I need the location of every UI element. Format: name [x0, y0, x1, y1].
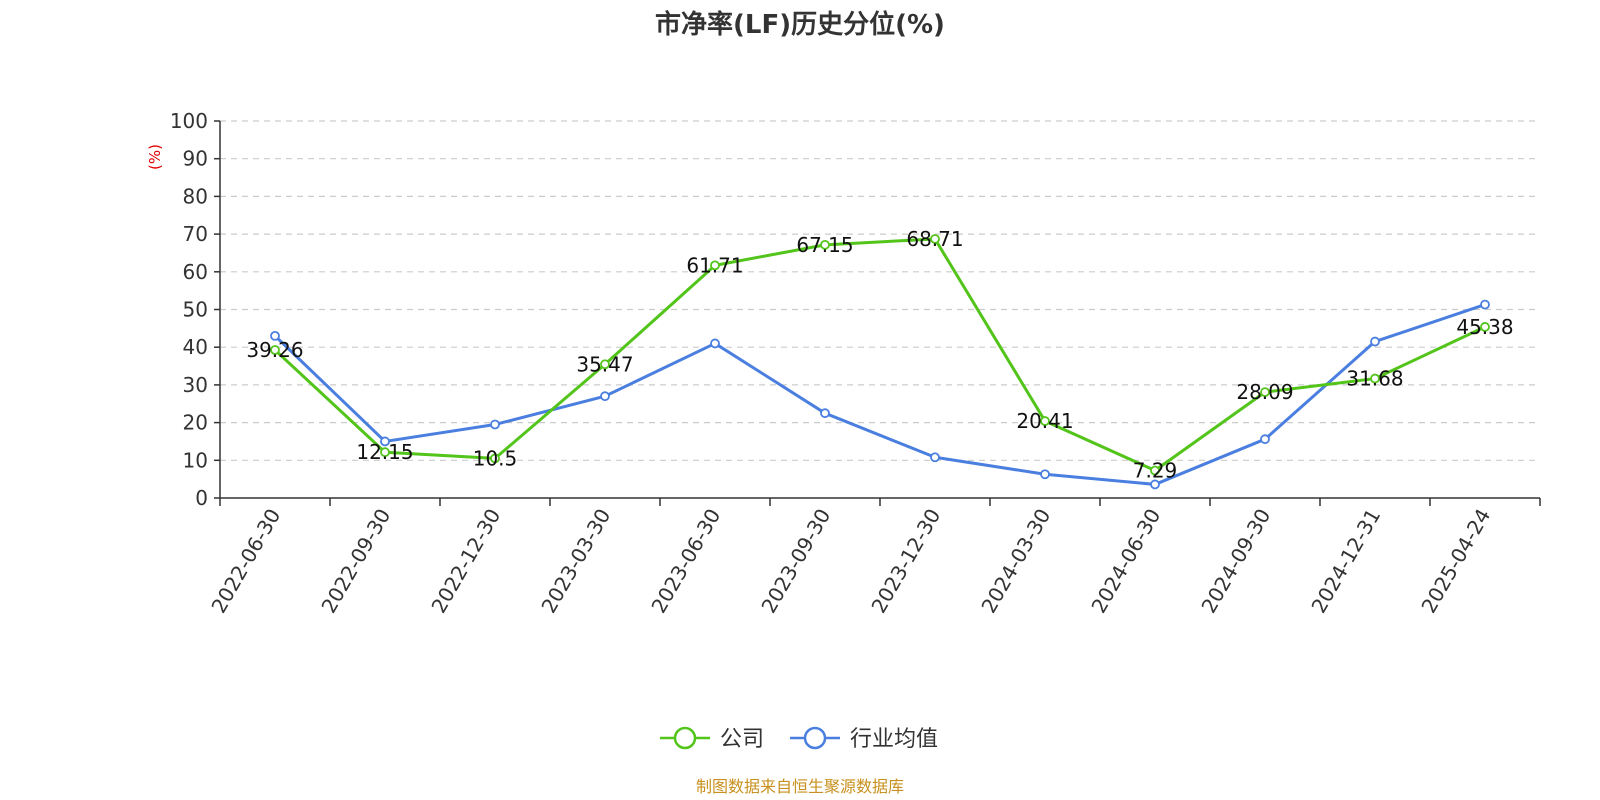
data-point[interactable]	[1040, 469, 1050, 480]
x-tick-label: 2022-12-30	[426, 505, 505, 618]
x-tick-label: 2023-06-30	[646, 505, 725, 618]
x-tick-label: 2024-12-31	[1306, 505, 1385, 618]
data-label: 67.15	[796, 233, 853, 257]
data-label: 31.68	[1346, 367, 1403, 391]
y-tick-label: 60	[183, 260, 208, 284]
data-point[interactable]	[600, 391, 610, 402]
data-point[interactable]	[490, 419, 500, 430]
data-point[interactable]	[600, 359, 610, 370]
data-point[interactable]	[1370, 373, 1380, 384]
y-tick-label: 20	[183, 411, 208, 435]
data-point[interactable]	[1260, 387, 1270, 398]
data-label: 10.5	[473, 446, 518, 470]
x-tick-label: 2024-09-30	[1196, 505, 1275, 618]
y-tick-label: 0	[195, 486, 208, 510]
x-tick-label: 2022-06-30	[206, 505, 285, 618]
y-tick-label: 10	[183, 448, 208, 472]
x-tick-labels: 2022-06-30 2022-09-30 2022-12-30 2023-03-30…	[206, 505, 1495, 618]
data-label: 39.26	[246, 338, 303, 362]
source-note: 制图数据来自恒生聚源数据库	[696, 777, 904, 796]
x-tick-label: 2024-06-30	[1086, 505, 1165, 618]
y-tick-labels: 0 10 20 30 40 50 60 70 80 90 100	[170, 109, 208, 510]
data-point[interactable]	[1040, 416, 1050, 426]
data-point[interactable]	[1480, 322, 1490, 332]
y-tick-label: 90	[183, 147, 208, 171]
legend[interactable]: 公司 行业均值	[660, 726, 938, 752]
series-line-0	[273, 237, 1486, 473]
data-point[interactable]	[930, 452, 940, 463]
legend-label: 行业均值	[850, 727, 938, 752]
chart-title: 市净率(LF)历史分位(%)	[655, 9, 945, 40]
y-tick-label: 30	[183, 373, 208, 397]
y-tick-label: 80	[183, 184, 208, 208]
data-point[interactable]	[930, 234, 940, 244]
x-tick-label: 2024-03-30	[976, 505, 1055, 618]
y-tick-label: 40	[183, 335, 208, 359]
data-labels: 39.26 12.15 10.5 35.47 61.71 67.15 68.71 20.41 7…	[246, 227, 1513, 483]
data-point[interactable]	[1260, 434, 1270, 445]
y-axis-label: (%)	[146, 144, 164, 170]
data-label: 68.71	[906, 227, 963, 251]
data-label: 7.29	[1133, 459, 1178, 483]
data-label: 28.09	[1236, 380, 1293, 404]
legend-item-0[interactable]: 公司	[660, 726, 764, 752]
data-point[interactable]	[1480, 299, 1490, 310]
data-point[interactable]	[380, 447, 390, 458]
data-point[interactable]	[380, 436, 390, 447]
data-point[interactable]	[820, 408, 830, 419]
data-point[interactable]	[270, 345, 280, 355]
data-label: 12.15	[356, 440, 413, 464]
data-label: 61.71	[686, 253, 743, 277]
y-tick-label: 70	[183, 222, 208, 246]
grid-lines	[220, 120, 1540, 461]
data-point[interactable]	[1370, 336, 1380, 347]
x-tick-label: 2023-09-30	[756, 505, 835, 618]
data-label: 20.41	[1016, 409, 1073, 433]
data-point[interactable]	[710, 260, 720, 271]
data-point[interactable]	[490, 453, 500, 464]
data-point[interactable]	[270, 330, 280, 341]
x-tick-label: 2022-09-30	[316, 505, 395, 618]
axes	[214, 120, 1541, 506]
series-layer	[270, 234, 1490, 490]
x-tick-label: 2023-12-30	[866, 505, 945, 618]
data-label: 45.38	[1456, 315, 1513, 339]
data-point[interactable]	[1150, 465, 1160, 476]
data-label: 35.47	[576, 352, 633, 376]
legend-marker	[673, 726, 697, 750]
x-tick-label: 2025-04-24	[1416, 505, 1495, 618]
legend-label: 公司	[720, 727, 764, 752]
data-point[interactable]	[820, 239, 830, 250]
legend-marker	[803, 726, 827, 750]
data-point[interactable]	[710, 338, 720, 349]
legend-item-1[interactable]: 行业均值	[790, 726, 938, 752]
y-tick-label: 100	[170, 109, 208, 133]
data-point[interactable]	[1150, 479, 1160, 490]
y-tick-label: 50	[183, 298, 208, 322]
x-tick-label: 2023-03-30	[536, 505, 615, 618]
series-line-1	[273, 303, 1486, 486]
